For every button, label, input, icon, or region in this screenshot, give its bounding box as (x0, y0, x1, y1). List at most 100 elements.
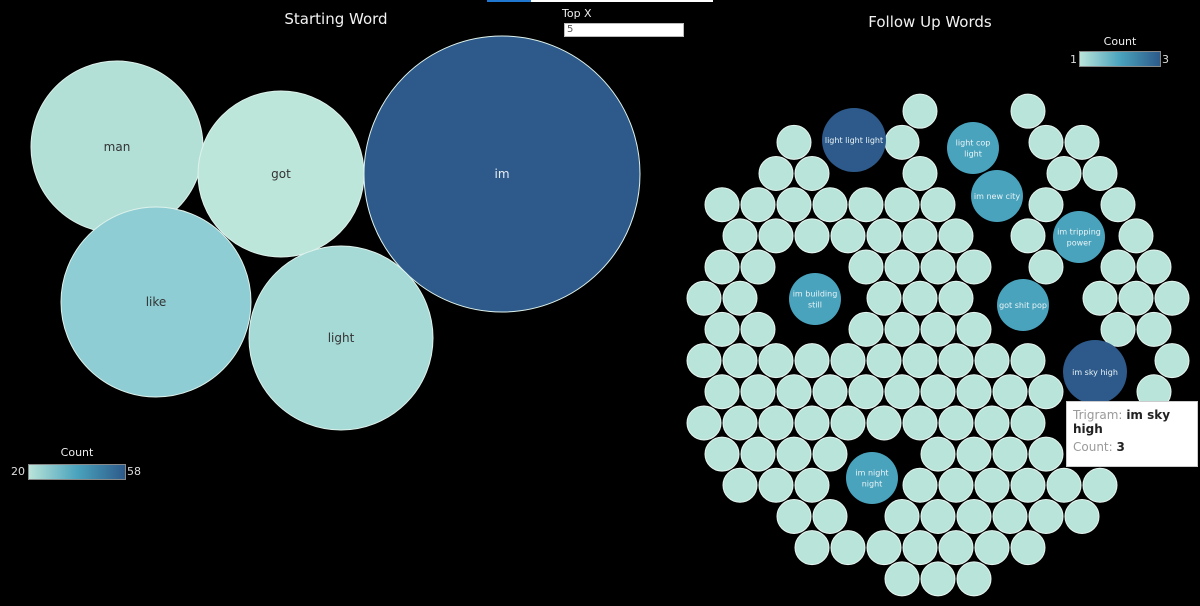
follow-up-bubble[interactable] (1100, 187, 1136, 223)
follow-up-bubble[interactable] (866, 218, 902, 254)
follow-up-bubble[interactable] (884, 249, 920, 285)
follow-up-bubble[interactable] (920, 187, 956, 223)
follow-up-bubble-labeled[interactable]: light light light (822, 108, 886, 172)
follow-up-bubble[interactable] (974, 343, 1010, 379)
follow-up-bubble[interactable] (902, 218, 938, 254)
follow-up-bubble[interactable] (992, 436, 1028, 472)
follow-up-bubble[interactable] (866, 405, 902, 441)
follow-up-bubble[interactable] (722, 405, 758, 441)
follow-up-bubble[interactable] (1010, 218, 1046, 254)
follow-up-bubble-labeled[interactable]: im sky high (1063, 340, 1127, 404)
follow-up-bubble[interactable] (830, 405, 866, 441)
follow-up-bubble[interactable] (938, 467, 974, 503)
follow-up-bubble[interactable] (758, 405, 794, 441)
follow-up-bubble[interactable] (830, 218, 866, 254)
follow-up-bubble-labeled[interactable]: got shit pop (997, 279, 1049, 331)
follow-up-bubble[interactable] (884, 498, 920, 534)
follow-up-bubble[interactable] (1010, 93, 1046, 129)
follow-up-bubble[interactable] (1010, 467, 1046, 503)
starting-word-bubble[interactable]: light (248, 245, 434, 431)
follow-up-bubble[interactable] (1136, 249, 1172, 285)
follow-up-bubble[interactable] (848, 187, 884, 223)
follow-up-bubble-labeled[interactable]: im tripping power (1053, 211, 1105, 263)
follow-up-bubble[interactable] (740, 311, 776, 347)
follow-up-bubble[interactable] (704, 374, 740, 410)
follow-up-bubble[interactable] (722, 280, 758, 316)
follow-up-bubble[interactable] (722, 343, 758, 379)
follow-up-bubble[interactable] (758, 218, 794, 254)
follow-up-bubble[interactable] (956, 249, 992, 285)
follow-up-bubble[interactable] (902, 405, 938, 441)
follow-up-bubble[interactable] (956, 561, 992, 597)
follow-up-bubble[interactable] (848, 311, 884, 347)
follow-up-bubble[interactable] (1028, 187, 1064, 223)
follow-up-bubble[interactable] (740, 187, 776, 223)
starting-word-bubble[interactable]: im (363, 35, 641, 313)
follow-up-bubble[interactable] (758, 467, 794, 503)
follow-up-bubble[interactable] (1064, 124, 1100, 160)
follow-up-bubble[interactable] (740, 249, 776, 285)
follow-up-bubble[interactable] (812, 374, 848, 410)
follow-up-bubble[interactable] (902, 93, 938, 129)
follow-up-bubble[interactable] (812, 498, 848, 534)
follow-up-bubble[interactable] (902, 156, 938, 192)
follow-up-bubble[interactable] (974, 530, 1010, 566)
follow-up-bubble[interactable] (902, 467, 938, 503)
top-slider[interactable] (487, 0, 713, 2)
follow-up-bubble[interactable] (794, 218, 830, 254)
follow-up-bubble[interactable] (794, 530, 830, 566)
follow-up-bubble[interactable] (686, 405, 722, 441)
follow-up-bubble[interactable] (884, 124, 920, 160)
starting-word-bubble[interactable]: like (60, 206, 252, 398)
follow-up-bubble[interactable] (758, 343, 794, 379)
follow-up-bubble[interactable] (884, 374, 920, 410)
follow-up-bubble[interactable] (1154, 343, 1190, 379)
follow-up-bubble-labeled[interactable]: light cop light (947, 122, 999, 174)
follow-up-bubble[interactable] (848, 249, 884, 285)
follow-up-bubble[interactable] (1154, 280, 1190, 316)
follow-up-bubble[interactable] (1028, 498, 1064, 534)
follow-up-bubble[interactable] (830, 343, 866, 379)
follow-up-bubble[interactable] (776, 498, 812, 534)
follow-up-bubble[interactable] (686, 280, 722, 316)
follow-up-bubble[interactable] (740, 374, 776, 410)
starting-word-bubble[interactable]: man (30, 60, 204, 234)
follow-up-bubble[interactable] (740, 436, 776, 472)
follow-up-bubble[interactable] (812, 436, 848, 472)
follow-up-bubble[interactable] (830, 530, 866, 566)
follow-up-bubble[interactable] (992, 498, 1028, 534)
follow-up-bubble-labeled[interactable]: im new city (971, 170, 1023, 222)
follow-up-bubble[interactable] (722, 218, 758, 254)
follow-up-bubble[interactable] (920, 249, 956, 285)
follow-up-bubble[interactable] (938, 405, 974, 441)
follow-up-bubble[interactable] (956, 436, 992, 472)
follow-up-bubble[interactable] (1046, 467, 1082, 503)
follow-up-bubble[interactable] (884, 187, 920, 223)
follow-up-bubble-labeled[interactable]: im building still (789, 273, 841, 325)
starting-word-bubble[interactable]: got (197, 90, 365, 258)
follow-up-bubble[interactable] (1028, 436, 1064, 472)
follow-up-bubble[interactable] (974, 405, 1010, 441)
follow-up-bubble[interactable] (704, 436, 740, 472)
follow-up-bubble[interactable] (1046, 156, 1082, 192)
follow-up-bubble[interactable] (794, 467, 830, 503)
follow-up-bubble[interactable] (902, 343, 938, 379)
follow-up-bubble[interactable] (794, 343, 830, 379)
follow-up-bubble[interactable] (866, 343, 902, 379)
follow-up-bubble-labeled[interactable]: im night night (846, 452, 898, 504)
follow-up-bubble[interactable] (1010, 343, 1046, 379)
follow-up-bubble[interactable] (1010, 405, 1046, 441)
follow-up-bubble[interactable] (938, 218, 974, 254)
follow-up-bubble[interactable] (956, 498, 992, 534)
follow-up-bubble[interactable] (794, 405, 830, 441)
follow-up-bubble[interactable] (704, 187, 740, 223)
follow-up-bubble[interactable] (812, 187, 848, 223)
follow-up-bubble[interactable] (1082, 156, 1118, 192)
follow-up-bubble[interactable] (884, 311, 920, 347)
follow-up-bubble[interactable] (866, 280, 902, 316)
follow-up-bubble[interactable] (1118, 280, 1154, 316)
follow-up-bubble[interactable] (920, 311, 956, 347)
follow-up-bubble[interactable] (1100, 311, 1136, 347)
follow-up-bubble[interactable] (776, 436, 812, 472)
follow-up-bubble[interactable] (920, 436, 956, 472)
